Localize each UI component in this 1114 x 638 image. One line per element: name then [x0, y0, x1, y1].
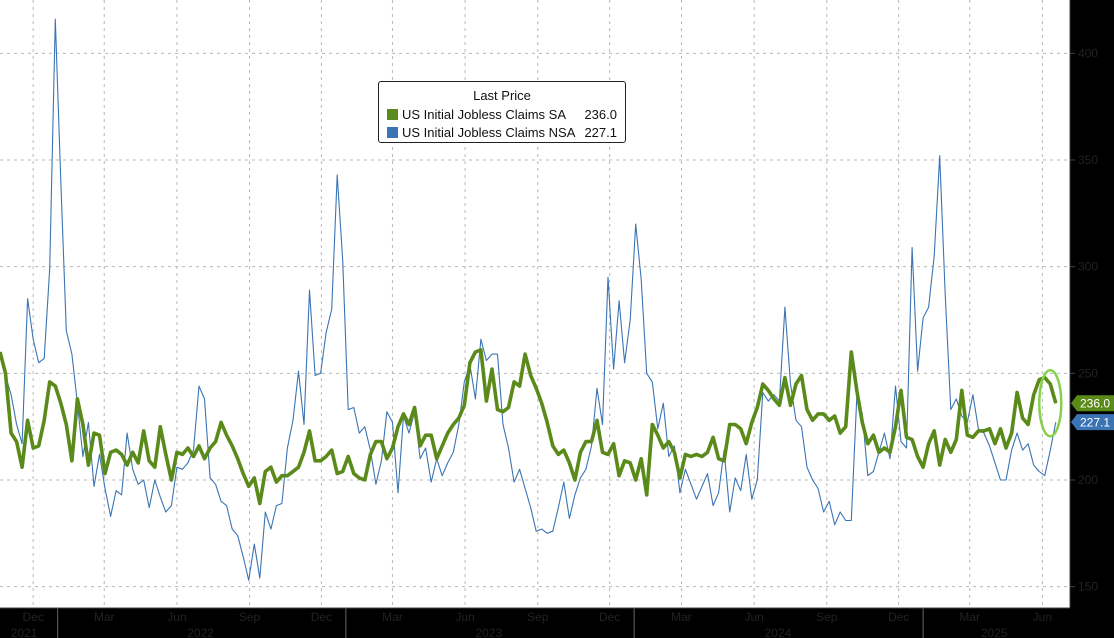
x-tick-label: Dec	[888, 610, 909, 624]
last-value-tag-label: 236.0	[1080, 397, 1110, 411]
x-tick-label: Mar	[671, 610, 692, 624]
x-tick-label: Dec	[311, 610, 332, 624]
series-line-sa	[0, 348, 1058, 506]
legend-item-sa: US Initial Jobless Claims SA 236.0	[387, 105, 617, 123]
legend-swatch-nsa	[387, 126, 398, 138]
y-tick-label: 400	[1078, 46, 1098, 60]
legend-value-sa: 236.0	[584, 106, 617, 122]
last-value-tag: 227.1	[1071, 414, 1114, 431]
year-label: 2023	[475, 626, 502, 638]
x-tick-label: Mar	[94, 610, 115, 624]
chart-legend: Last Price US Initial Jobless Claims SA …	[378, 81, 626, 143]
x-tick-label: Jun	[455, 610, 474, 624]
year-label: 2025	[981, 626, 1008, 638]
x-tick-label: Mar	[382, 610, 403, 624]
x-tick-label: Sep	[816, 610, 838, 624]
x-tick-label: Mar	[959, 610, 980, 624]
highlight-circle	[1038, 368, 1063, 438]
x-tick-label: Jun	[1033, 610, 1052, 624]
legend-label-sa: US Initial Jobless Claims SA	[402, 106, 566, 122]
last-value-tag-label: 227.1	[1080, 416, 1110, 430]
y-tick-label: 150	[1078, 580, 1098, 594]
last-value-markers: 236.0 227.1	[1038, 368, 1114, 438]
last-value-tag-bg	[1071, 414, 1114, 431]
last-value-tag-bg	[1071, 395, 1114, 412]
x-tick-label: Sep	[239, 610, 261, 624]
legend-title: Last Price	[473, 88, 531, 103]
y-tick-label: 250	[1078, 366, 1098, 380]
year-label: 2021	[11, 626, 38, 638]
x-tick-label: Dec	[22, 610, 43, 624]
y-tick-label: 200	[1078, 473, 1098, 487]
x-tick-label: Jun	[167, 610, 186, 624]
x-tick-label: Sep	[527, 610, 549, 624]
y-tick-label: 300	[1078, 260, 1098, 274]
legend-label-nsa: US Initial Jobless Claims NSA	[402, 124, 576, 140]
legend-value-nsa: 227.1	[584, 124, 617, 140]
legend-swatch-sa	[387, 108, 398, 120]
legend-item-nsa: US Initial Jobless Claims NSA 227.1	[387, 123, 617, 141]
year-label: 2022	[187, 626, 214, 638]
last-value-tag: 236.0	[1071, 395, 1114, 412]
year-label: 2024	[764, 626, 791, 638]
series-lines	[0, 18, 1058, 581]
y-tick-label: 350	[1078, 153, 1098, 167]
series-line-nsa	[0, 18, 1057, 581]
x-tick-label: Jun	[744, 610, 763, 624]
x-tick-label: Dec	[599, 610, 620, 624]
